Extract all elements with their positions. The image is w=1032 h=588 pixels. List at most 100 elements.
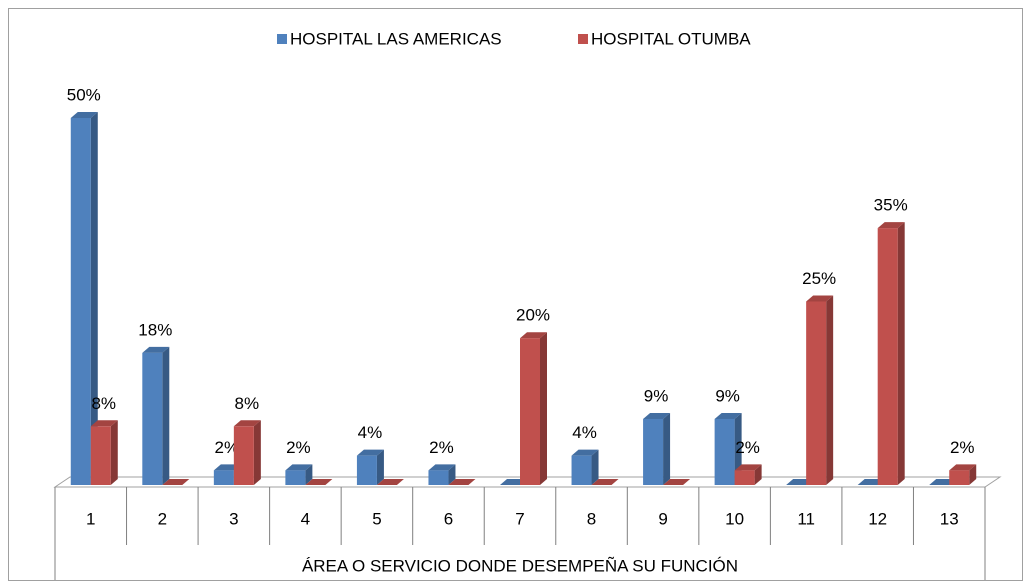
data-label: 4%: [358, 423, 383, 442]
bar-front: [90, 426, 111, 485]
bar: [90, 420, 118, 485]
x-tick-label: 4: [301, 509, 310, 528]
legend-label: HOSPITAL LAS AMERICAS: [290, 29, 502, 48]
bar: [285, 464, 313, 485]
bar-side: [376, 449, 384, 485]
bar: [877, 222, 905, 485]
data-label: 20%: [516, 306, 550, 325]
data-label: 9%: [715, 386, 740, 405]
data-label: 2%: [735, 438, 760, 457]
legend-swatch: [277, 34, 287, 44]
bar-front: [233, 426, 254, 485]
bar: [305, 479, 333, 485]
bar-side: [754, 464, 762, 485]
bar-side: [540, 332, 547, 485]
bar-front: [571, 455, 592, 485]
bar-top: [643, 412, 671, 419]
bar-top: [591, 479, 619, 485]
x-axis-title: ÁREA O SERVICIO DONDE DESEMPEÑA SU FUNCI…: [302, 556, 738, 575]
bar-front: [949, 470, 970, 485]
bar-front: [428, 470, 449, 485]
bar: [806, 295, 834, 485]
chart-frame: [8, 8, 1023, 581]
bar-top: [663, 479, 691, 485]
bar-side: [448, 464, 456, 485]
x-tick-label: 11: [797, 509, 815, 528]
bar-side: [826, 295, 834, 485]
data-label: 2%: [215, 438, 240, 457]
bar: [428, 464, 456, 485]
bar-side: [897, 222, 905, 485]
bar-top: [356, 449, 384, 456]
bar-side: [305, 464, 313, 485]
legend-label: HOSPITAL OTUMBA: [591, 29, 751, 48]
bar: [356, 449, 384, 485]
x-tick-label: 13: [940, 509, 959, 528]
bar-front: [643, 418, 664, 485]
bar-front: [734, 470, 755, 485]
x-tick-label: 7: [515, 509, 524, 528]
data-label: 8%: [91, 394, 116, 413]
x-tick-label: 10: [725, 509, 744, 528]
bar-front: [877, 228, 898, 485]
bar-top: [520, 332, 547, 339]
bar-front: [806, 301, 827, 485]
bar: [376, 479, 404, 485]
data-label: 9%: [644, 386, 669, 405]
bar: [520, 332, 547, 485]
bar-top: [714, 412, 742, 419]
x-tick-label: 1: [86, 509, 95, 528]
bar-top: [90, 420, 118, 427]
data-label: 18%: [138, 320, 172, 339]
bar-side: [110, 420, 118, 485]
bar-top: [70, 112, 98, 118]
data-label: 2%: [286, 438, 311, 457]
data-label: 2%: [950, 438, 975, 457]
bar: [142, 346, 170, 485]
bar-top: [285, 464, 313, 471]
bar-front: [356, 455, 377, 485]
data-label: 50%: [67, 85, 101, 104]
bar: [162, 479, 190, 485]
bar-top: [376, 479, 404, 485]
data-label: 8%: [235, 394, 260, 413]
x-tick-label: 9: [658, 509, 667, 528]
bar-front: [142, 352, 163, 485]
bar-front: [714, 418, 735, 485]
bar-side: [90, 112, 98, 485]
bar: [949, 464, 977, 485]
bar: [734, 464, 762, 485]
bar-top: [877, 222, 905, 229]
bar-top: [305, 479, 333, 485]
bar-side: [162, 346, 170, 485]
bar: [70, 112, 98, 485]
bar-side: [663, 412, 671, 485]
bar-top: [448, 479, 476, 485]
bar-top: [233, 420, 261, 427]
bar-top: [571, 449, 599, 456]
bar-front: [70, 118, 91, 485]
bar: [591, 479, 619, 485]
x-tick-label: 3: [229, 509, 238, 528]
data-label: 35%: [874, 196, 908, 215]
bar-front: [285, 470, 306, 485]
x-tick-label: 5: [372, 509, 381, 528]
bar: [448, 479, 476, 485]
bar-side: [591, 449, 599, 485]
bar: [663, 479, 691, 485]
bar-side: [253, 420, 261, 485]
bar: [571, 449, 599, 485]
bar-side: [969, 464, 977, 485]
bar-top: [806, 295, 834, 302]
bar-top: [734, 464, 762, 471]
x-tick-label: 8: [587, 509, 596, 528]
bar-top: [162, 479, 190, 485]
bar: [233, 420, 261, 485]
x-tick-label: 6: [444, 509, 453, 528]
bar: [643, 412, 671, 485]
bar-top: [428, 464, 456, 471]
bar-top: [949, 464, 977, 471]
bar-front: [520, 338, 540, 485]
bar-top: [142, 346, 170, 353]
